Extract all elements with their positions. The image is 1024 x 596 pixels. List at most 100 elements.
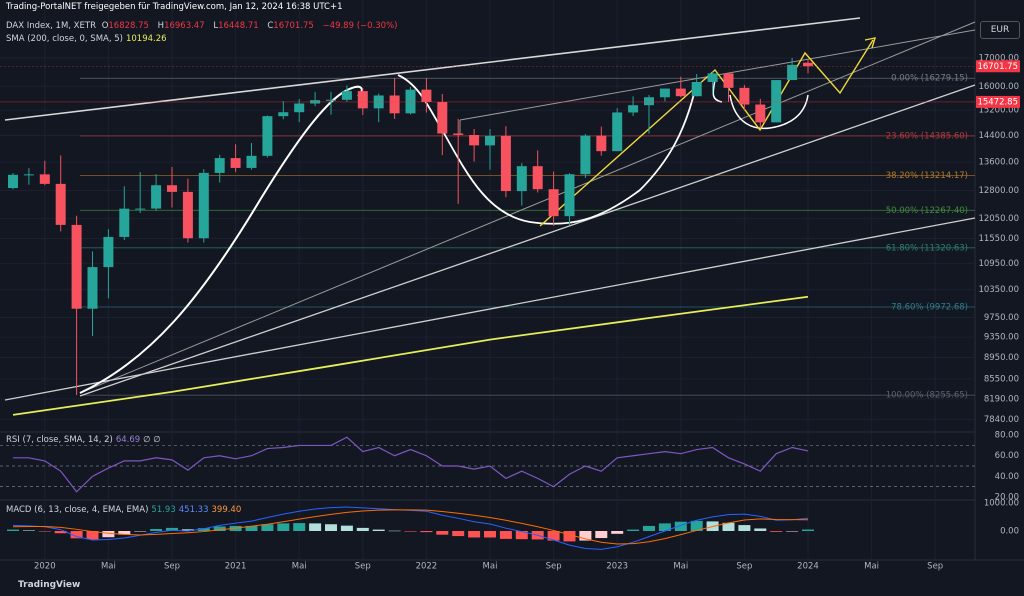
candle-body xyxy=(675,88,686,97)
ohlc-value: 16828.75 xyxy=(108,21,149,31)
macd-histogram-bar xyxy=(277,523,290,531)
candle-body xyxy=(644,97,654,106)
macd-hist-value: 51.93 xyxy=(151,505,176,515)
y-tick-label: 8190.00 xyxy=(984,394,1019,404)
candles xyxy=(0,57,975,550)
ohlc: L16448.71 xyxy=(213,21,261,31)
candle-body xyxy=(739,87,750,105)
x-tick-label: 2022 xyxy=(416,562,438,572)
candle-body xyxy=(628,105,639,113)
macd-histogram-bar xyxy=(611,531,624,534)
macd-histogram-bar xyxy=(150,529,163,531)
candle-body xyxy=(230,158,241,168)
macd-histogram-bar xyxy=(54,531,67,534)
y-tick-label: 10350.00 xyxy=(978,285,1019,295)
x-tick-label: 2024 xyxy=(797,562,819,572)
candle-body xyxy=(151,185,162,209)
footer-logo: TradingView xyxy=(18,580,81,590)
candle-body xyxy=(771,80,782,123)
candle-body xyxy=(389,95,400,114)
candle-body xyxy=(421,89,432,102)
rsi-line xyxy=(13,436,809,493)
fib-label: 61.80% (11320.63) xyxy=(886,243,968,253)
rsi-value: 64.69 xyxy=(115,435,141,445)
candle-body xyxy=(71,224,82,309)
candle-body xyxy=(596,135,607,152)
currency-button[interactable]: EUR xyxy=(980,21,1020,39)
macd-histogram-bar xyxy=(102,531,115,538)
candle-body xyxy=(707,73,718,82)
macd-histogram-bar xyxy=(86,531,99,540)
rsi-tick-label: 40.00 xyxy=(995,472,1019,482)
fib-label: 50.00% (12267.40) xyxy=(886,206,968,216)
y-tick-label: 8550.00 xyxy=(984,374,1019,384)
sma-label: SMA (200, close, 0, SMA, 5) xyxy=(6,34,123,44)
price-badge xyxy=(976,60,1020,73)
macd-histogram-bar xyxy=(452,531,465,537)
x-tick-label: Sep xyxy=(927,562,943,572)
rsi-tick-label: 80.00 xyxy=(995,431,1019,441)
macd-histogram-bar xyxy=(261,524,274,531)
candle-body xyxy=(580,135,591,175)
candle-body xyxy=(453,133,464,135)
rsi-legend: RSI (7, close, SMA, 14, 2) 64.69 ∅ ∅ xyxy=(6,435,164,445)
macd-histogram-bar xyxy=(786,531,799,532)
y-tick-label: 17000.00 xyxy=(978,53,1019,63)
ohlc-key: O xyxy=(101,21,109,31)
macd-histogram-bar xyxy=(213,526,226,531)
y-tick-label: 9350.00 xyxy=(984,333,1019,343)
candle-body xyxy=(278,112,289,117)
candle-body xyxy=(500,135,511,192)
y-tick-label: 12050.00 xyxy=(978,214,1019,224)
symbol-title: DAX Index, 1M, XETR xyxy=(6,21,96,31)
candle-body xyxy=(103,236,114,268)
candle-body xyxy=(787,64,798,81)
x-tick-label: Mai xyxy=(864,562,879,572)
candle-body xyxy=(532,166,543,190)
candle-body xyxy=(8,174,18,189)
macd-histogram-bar xyxy=(372,529,385,531)
curve-drawing xyxy=(79,85,363,394)
signal-value: 399.40 xyxy=(211,505,242,515)
price-badge-label: 15472.85 xyxy=(977,97,1018,107)
x-tick-label: Mai xyxy=(292,562,307,572)
candle-body xyxy=(294,103,305,113)
drawings xyxy=(4,17,976,401)
trendline xyxy=(4,217,976,401)
macd-legend: MACD (6, 13, close, 4, EMA, EMA) 51.93 451… xyxy=(6,505,244,515)
macd-histogram-bar xyxy=(181,529,194,531)
candle-body xyxy=(167,185,177,192)
sma-legend: SMA (200, close, 0, SMA, 5) 10194.26 xyxy=(6,34,170,44)
x-tick-label: Sep xyxy=(736,562,752,572)
ohlc: O16828.75 xyxy=(102,21,152,31)
macd-histogram-bar xyxy=(595,531,608,539)
candle-body xyxy=(182,191,193,239)
x-tick-label: 2023 xyxy=(606,562,628,572)
macd-histogram-bar xyxy=(579,531,592,541)
macd-histogram-bar xyxy=(134,531,147,532)
macd-histogram-bar xyxy=(388,530,401,532)
x-tick-label: 2021 xyxy=(225,562,247,572)
symbol-legend: DAX Index, 1M, XETR O16828.75 H16963.47 … xyxy=(6,21,400,31)
candle-body xyxy=(326,99,336,101)
candle-body xyxy=(55,183,66,225)
candle-body xyxy=(214,158,225,173)
macd-histogram-bar xyxy=(197,528,210,531)
macd-histogram-bar xyxy=(404,531,417,532)
fibonacci: 0.00% (16279.15) 23.60% (14385.60) 38.20% … xyxy=(80,74,975,401)
macd-histogram-bar xyxy=(754,528,767,531)
y-tick-label: 9750.00 xyxy=(984,313,1019,323)
y-tick-label: 7840.00 xyxy=(984,415,1019,425)
macd-histogram-bar xyxy=(802,529,814,531)
candle-body xyxy=(135,208,146,210)
macd-histogram-bar xyxy=(770,531,783,532)
axes: 17000.00 16000.00 15200.00 14400.00 13600.00… xyxy=(34,53,1020,572)
macd-histogram-bar xyxy=(643,525,655,531)
candle-body xyxy=(485,135,495,146)
watermark: Trading-PortalNET freigegeben für Tradin… xyxy=(6,2,346,12)
ohlc-key: L xyxy=(213,21,219,31)
candle-body xyxy=(405,89,416,114)
candle-body xyxy=(357,91,368,109)
x-tick-label: 2020 xyxy=(34,562,56,572)
